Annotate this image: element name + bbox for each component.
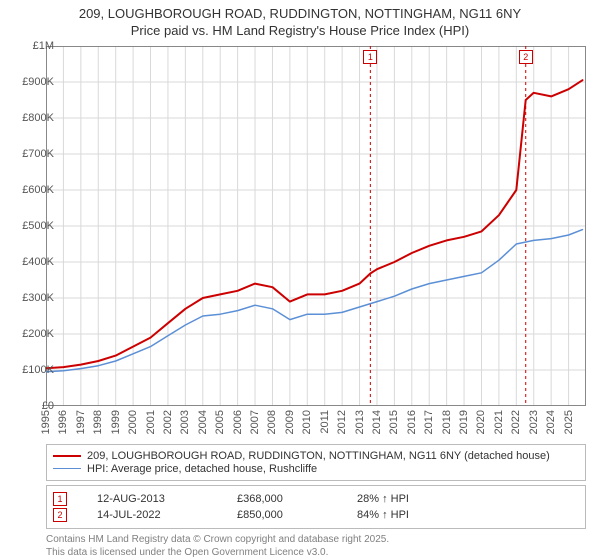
x-tick-label: 2012: [336, 410, 348, 434]
y-tick-label: £1M: [4, 40, 54, 52]
sale-hpi-delta: 84% ↑ HPI: [357, 509, 477, 521]
page: 209, LOUGHBOROUGH ROAD, RUDDINGTON, NOTT…: [0, 0, 600, 560]
x-tick-label: 2020: [475, 410, 487, 434]
x-tick-label: 2022: [510, 410, 522, 434]
y-tick-label: £900K: [4, 76, 54, 88]
x-tick-label: 1995: [40, 410, 52, 434]
x-tick-label: 2018: [441, 410, 453, 434]
x-tick-label: 2006: [232, 410, 244, 434]
sale-index-box: 2: [53, 508, 67, 522]
sale-row: 2 14-JUL-2022£850,00084% ↑ HPI: [53, 508, 579, 522]
x-tick-label: 2008: [266, 410, 278, 434]
x-tick-label: 2009: [284, 410, 296, 434]
legend-box: 209, LOUGHBOROUGH ROAD, RUDDINGTON, NOTT…: [46, 444, 586, 481]
x-tick-label: 2001: [145, 410, 157, 434]
y-tick-label: £300K: [4, 292, 54, 304]
x-tick-label: 2003: [179, 410, 191, 434]
x-tick-label: 2000: [127, 410, 139, 434]
y-tick-label: £700K: [4, 148, 54, 160]
y-tick-label: £200K: [4, 328, 54, 340]
x-tick-label: 2014: [371, 410, 383, 434]
x-tick-label: 2002: [162, 410, 174, 434]
x-tick-label: 2017: [423, 410, 435, 434]
x-tick-label: 2004: [197, 410, 209, 434]
x-tick-label: 2010: [301, 410, 313, 434]
y-tick-label: £400K: [4, 256, 54, 268]
chart-title: 209, LOUGHBOROUGH ROAD, RUDDINGTON, NOTT…: [0, 0, 600, 40]
sale-index-box: 1: [53, 492, 67, 506]
sale-hpi-delta: 28% ↑ HPI: [357, 493, 477, 505]
sale-marker: 1: [363, 50, 377, 64]
sales-table: 1 12-AUG-2013£368,00028% ↑ HPI 2 14-JUL-202…: [46, 485, 586, 529]
x-tick-label: 1999: [110, 410, 122, 434]
sale-price: £368,000: [237, 493, 357, 505]
x-tick-label: 2021: [493, 410, 505, 434]
footer-line-1: Contains HM Land Registry data © Crown c…: [46, 534, 389, 545]
sale-marker: 2: [519, 50, 533, 64]
x-tick-label: 1998: [92, 410, 104, 434]
legend-swatch: [53, 468, 81, 469]
legend-label: 209, LOUGHBOROUGH ROAD, RUDDINGTON, NOTT…: [87, 450, 550, 462]
legend-item: HPI: Average price, detached house, Rush…: [53, 463, 579, 475]
sale-price: £850,000: [237, 509, 357, 521]
y-tick-label: £600K: [4, 184, 54, 196]
x-tick-label: 2013: [354, 410, 366, 434]
x-tick-label: 2019: [458, 410, 470, 434]
title-line-2: Price paid vs. HM Land Registry's House …: [131, 23, 469, 38]
legend-swatch: [53, 455, 81, 457]
sale-row: 1 12-AUG-2013£368,00028% ↑ HPI: [53, 492, 579, 506]
x-tick-label: 2007: [249, 410, 261, 434]
x-tick-label: 2015: [388, 410, 400, 434]
legend-label: HPI: Average price, detached house, Rush…: [87, 463, 317, 475]
chart-area: [46, 46, 586, 406]
x-tick-label: 1997: [75, 410, 87, 434]
sale-date: 12-AUG-2013: [97, 493, 237, 505]
footer-attribution: Contains HM Land Registry data © Crown c…: [46, 533, 586, 559]
x-tick-label: 2011: [319, 410, 331, 434]
title-line-1: 209, LOUGHBOROUGH ROAD, RUDDINGTON, NOTT…: [79, 6, 521, 21]
legend-item: 209, LOUGHBOROUGH ROAD, RUDDINGTON, NOTT…: [53, 450, 579, 462]
sale-date: 14-JUL-2022: [97, 509, 237, 521]
footer-line-2: This data is licensed under the Open Gov…: [46, 547, 328, 558]
y-tick-label: £800K: [4, 112, 54, 124]
x-tick-label: 1996: [57, 410, 69, 434]
x-tick-label: 2016: [406, 410, 418, 434]
x-tick-label: 2024: [545, 410, 557, 434]
y-tick-label: £100K: [4, 364, 54, 376]
chart-svg: [46, 46, 586, 406]
y-tick-label: £500K: [4, 220, 54, 232]
x-tick-label: 2005: [214, 410, 226, 434]
x-tick-label: 2023: [528, 410, 540, 434]
x-tick-label: 2025: [563, 410, 575, 434]
